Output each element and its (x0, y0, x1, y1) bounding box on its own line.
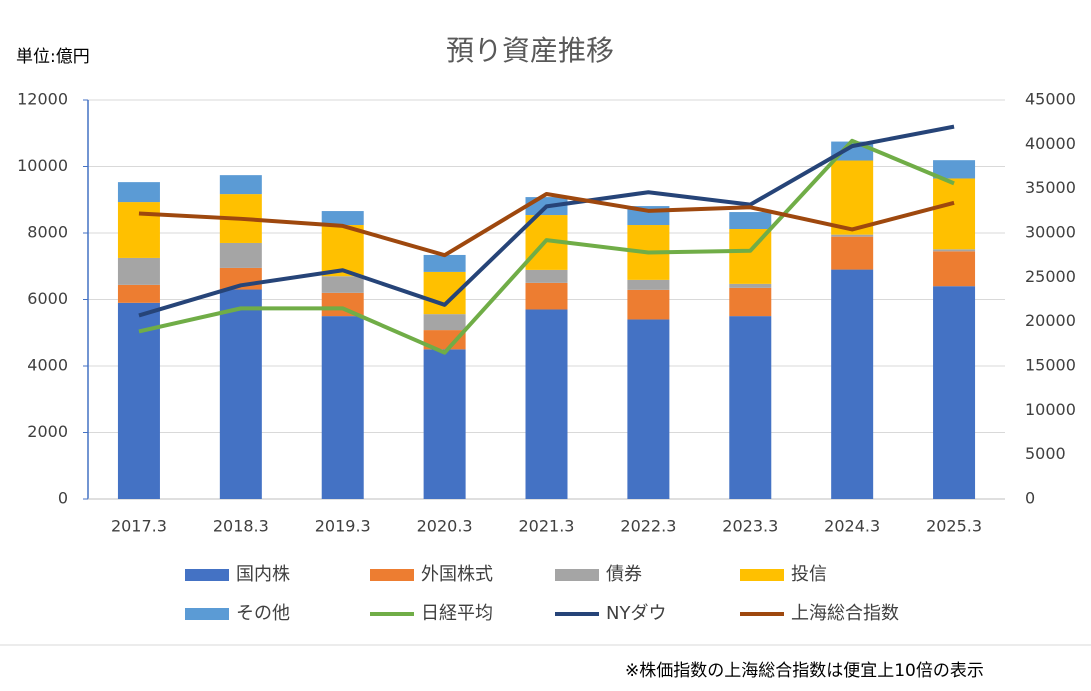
line (138, 124, 955, 318)
y-tick-label: 2000 (27, 422, 68, 441)
bar (627, 289, 670, 320)
bar (831, 236, 874, 270)
bar (729, 316, 772, 499)
y2-tick-label: 0 (1025, 489, 1035, 508)
y2-tick-label: 20000 (1025, 311, 1076, 330)
legend-label: 国内株 (236, 564, 290, 585)
x-tick-label: 2022.3 (620, 517, 676, 536)
bar (729, 283, 772, 288)
bar (321, 276, 364, 293)
y2-tick-label: 40000 (1025, 134, 1076, 153)
y2-tick-label: 25000 (1025, 267, 1076, 286)
y-tick-label: 6000 (27, 289, 68, 308)
bar (831, 234, 874, 237)
bar (525, 309, 568, 499)
x-tick-label: 2019.3 (315, 517, 371, 536)
x-tick-label: 2025.3 (926, 517, 982, 536)
legend-label: 外国株式 (421, 564, 493, 585)
bar (423, 254, 466, 272)
bar (729, 287, 772, 317)
y-tick-label: 12000 (17, 90, 68, 109)
line (138, 138, 955, 355)
bar (423, 330, 466, 350)
bar (423, 349, 466, 499)
bar (933, 249, 976, 252)
legend-label: NYダウ (606, 603, 666, 624)
bar (219, 289, 262, 499)
bar (933, 160, 976, 179)
x-tick-label: 2020.3 (417, 517, 473, 536)
bar (219, 242, 262, 268)
legend-label: 投信 (791, 564, 827, 585)
legend-swatch (185, 608, 229, 620)
bar (831, 269, 874, 499)
bar (321, 211, 364, 226)
bar (831, 160, 874, 235)
bar (933, 286, 976, 499)
x-tick-label: 2023.3 (722, 517, 778, 536)
bar (321, 225, 364, 277)
x-tick-label: 2021.3 (519, 517, 575, 536)
bar (933, 251, 976, 287)
legend-label: 日経平均 (421, 603, 493, 624)
legend-swatch (370, 569, 414, 581)
y-tick-label: 10000 (17, 156, 68, 175)
legend-swatch (740, 569, 784, 581)
bar (627, 279, 670, 290)
bar (117, 182, 160, 203)
legend-swatch (555, 569, 599, 581)
y2-tick-label: 30000 (1025, 223, 1076, 242)
legend-swatch (185, 569, 229, 581)
x-tick-label: 2024.3 (824, 517, 880, 536)
legend-label: 上海総合指数 (791, 603, 899, 624)
bar (117, 284, 160, 303)
y2-tick-label: 45000 (1025, 90, 1076, 109)
bar (729, 212, 772, 230)
line (138, 191, 955, 258)
x-tick-label: 2018.3 (213, 517, 269, 536)
y2-tick-label: 5000 (1025, 444, 1066, 463)
x-tick-label: 2017.3 (111, 517, 167, 536)
bar (525, 282, 568, 310)
y-tick-label: 0 (58, 489, 68, 508)
bar (117, 202, 160, 258)
y2-tick-label: 10000 (1025, 400, 1076, 419)
y-tick-label: 4000 (27, 356, 68, 375)
bar (321, 316, 364, 499)
bar (933, 178, 976, 250)
y2-tick-label: 15000 (1025, 356, 1076, 375)
y-axis-unit: 単位:億円 (16, 47, 90, 67)
y-tick-label: 8000 (27, 223, 68, 242)
bar (117, 302, 160, 499)
bar (423, 314, 466, 331)
legend-label: 債券 (606, 564, 642, 585)
legend-label: その他 (236, 603, 290, 624)
bar (219, 175, 262, 195)
footnote: ※株価指数の上海総合指数は便宜上10倍の表示 (625, 661, 984, 681)
bar (117, 257, 160, 285)
bar (627, 319, 670, 499)
chart-title: 預り資産推移 (446, 34, 614, 67)
bar (525, 269, 568, 283)
y2-tick-label: 35000 (1025, 178, 1076, 197)
